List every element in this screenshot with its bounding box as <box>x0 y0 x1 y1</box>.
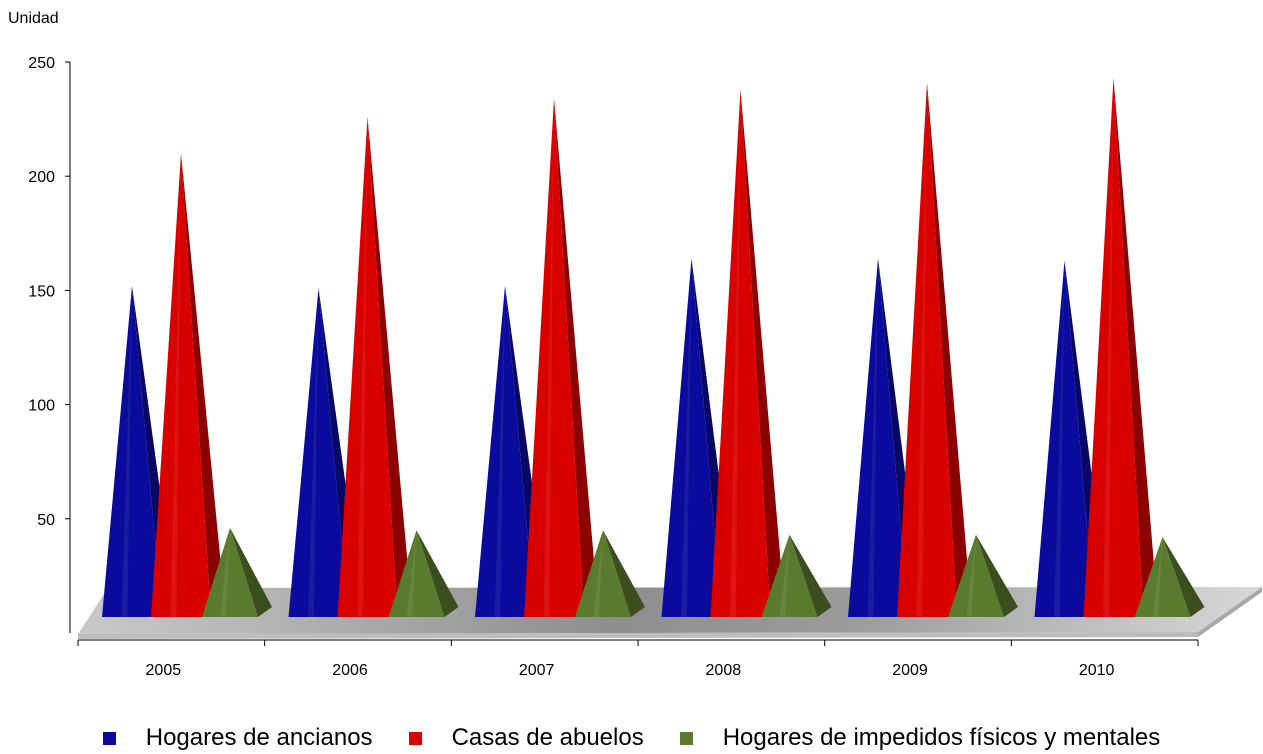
pyramid-highlight <box>681 258 692 617</box>
axes <box>65 61 1199 646</box>
pyramid-side-face <box>740 89 785 617</box>
legend-label: Hogares de impedidos físicos y mentales <box>722 724 1161 751</box>
pyramid-front-face <box>337 116 398 617</box>
pyramid-1-2009 <box>897 82 971 617</box>
pyramid-side-face <box>1162 537 1205 617</box>
pyramid-highlight <box>1152 537 1163 617</box>
pyramid-highlight <box>543 98 554 617</box>
pyramid-1-2010 <box>1083 77 1158 618</box>
pyramid-highlight <box>308 288 319 617</box>
pyramid-highlight <box>730 89 741 617</box>
pyramid-front-face <box>848 258 908 617</box>
pyramid-1-2008 <box>710 89 785 617</box>
pyramid-side-face <box>789 534 832 617</box>
pyramid-front-face <box>1034 260 1095 617</box>
pyramid-2-2010 <box>1134 537 1205 617</box>
legend-swatch-green <box>679 731 693 745</box>
pyramid-1-2005 <box>151 153 225 618</box>
legend-item-casas-de-abuelos: Casas de abuelos <box>408 724 644 752</box>
y-tick-label: 200 <box>28 169 55 186</box>
pyramid-2-2006 <box>388 530 459 617</box>
pyramid-2-2007 <box>575 530 645 617</box>
pyramid-side-face <box>230 527 272 617</box>
pyramid-front-face <box>388 530 445 617</box>
pyramid-side-face <box>603 530 645 617</box>
x-tick-label: 2009 <box>892 662 928 679</box>
legend-item-hogares-de-ancianos: Hogares de ancianos <box>102 724 373 752</box>
x-tick-label: 2006 <box>332 662 368 679</box>
pyramid-highlight <box>121 285 132 617</box>
legend-label: Hogares de ancianos <box>145 724 373 751</box>
pyramid-highlight <box>916 82 927 617</box>
legend-swatch-red <box>408 731 422 745</box>
y-tick-label: 100 <box>28 398 55 415</box>
pyramid-highlight <box>779 534 790 617</box>
pyramid-side-face <box>1113 77 1158 618</box>
pyramid-side-face <box>927 82 971 617</box>
pyramid-side-face <box>416 530 459 617</box>
pyramid-front-face <box>1083 77 1144 618</box>
pyramid-2-2009 <box>948 534 1018 617</box>
pyramid-front-face <box>761 534 818 617</box>
pyramid-highlight <box>170 153 181 618</box>
x-tick-label: 2005 <box>146 662 182 679</box>
y-tick-label: 150 <box>28 283 55 300</box>
pyramid-front-face <box>151 153 211 618</box>
pyramid-highlight <box>494 285 505 617</box>
legend-label: Casas de abuelos <box>451 724 644 751</box>
legend-swatch-blue <box>102 731 116 745</box>
y-axis-unit-label: Unidad <box>8 10 59 27</box>
pyramid-2-2008 <box>761 534 832 617</box>
pyramid-side-face <box>367 116 412 617</box>
pyramid-front-face <box>897 82 957 617</box>
pyramid-side-face <box>976 534 1018 617</box>
x-tick-label: 2008 <box>706 662 742 679</box>
pyramid-highlight <box>593 530 603 617</box>
pyramid-highlight <box>867 258 878 617</box>
pyramid-highlight <box>1054 260 1065 617</box>
floor-front <box>78 632 1198 639</box>
pyramid-front-face <box>475 285 535 617</box>
pyramid-front-face <box>1134 537 1191 617</box>
pyramid-highlight <box>357 116 368 617</box>
pyramid-front-face <box>948 534 1004 617</box>
pyramid-highlight <box>220 527 230 617</box>
floor-side <box>1198 587 1262 637</box>
pyramid-front-face <box>575 530 631 617</box>
pyramid-side-face <box>181 153 225 618</box>
pyramid-front-face <box>102 285 162 617</box>
pyramid-highlight <box>1103 77 1114 618</box>
pyramid-front-face <box>202 527 258 617</box>
legend: Hogares de ancianos Casas de abuelos Hog… <box>0 722 1263 754</box>
pyramid-1-2007 <box>524 98 598 617</box>
pyramid-2-2005 <box>202 527 272 617</box>
pyramid-bar-chart: 50 100 150 200 250 2005 2006 2007 2008 2009 2010 <box>28 55 1262 679</box>
data-marks <box>102 77 1205 618</box>
pyramid-highlight <box>406 530 417 617</box>
pyramid-front-face <box>524 98 584 617</box>
tick-labels: 50 100 150 200 250 2005 2006 2007 2008 2009 2010 <box>28 55 1114 679</box>
pyramid-1-2006 <box>337 116 412 617</box>
pyramid-front-face <box>710 89 771 617</box>
pyramid-highlight <box>966 534 976 617</box>
y-tick-label: 250 <box>28 55 55 72</box>
y-tick-label: 50 <box>37 512 55 529</box>
pyramid-side-face <box>554 98 598 617</box>
legend-item-hogares-de-impedidos: Hogares de impedidos físicos y mentales <box>679 724 1161 752</box>
x-tick-label: 2007 <box>519 662 555 679</box>
pyramid-front-face <box>288 288 349 617</box>
pyramid-front-face <box>661 258 722 617</box>
x-tick-label: 2010 <box>1079 662 1115 679</box>
